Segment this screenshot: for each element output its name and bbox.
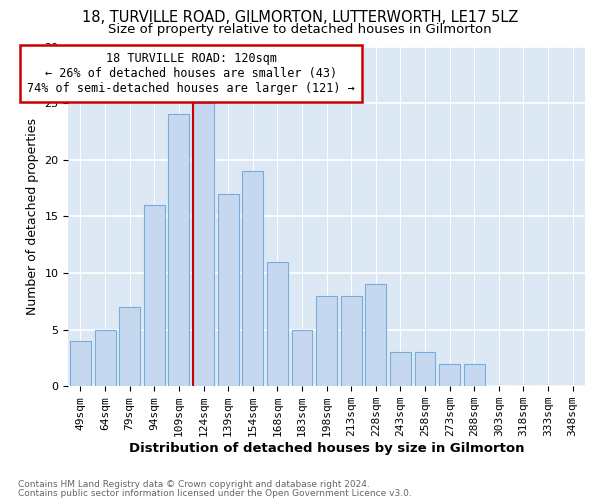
- Bar: [169, 114, 190, 386]
- Y-axis label: Number of detached properties: Number of detached properties: [26, 118, 39, 315]
- Bar: [144, 205, 165, 386]
- Bar: [341, 296, 362, 386]
- Bar: [193, 103, 214, 386]
- Text: Size of property relative to detached houses in Gilmorton: Size of property relative to detached ho…: [108, 22, 492, 36]
- Bar: [218, 194, 239, 386]
- Text: 18 TURVILLE ROAD: 120sqm
← 26% of detached houses are smaller (43)
74% of semi-d: 18 TURVILLE ROAD: 120sqm ← 26% of detach…: [28, 52, 355, 95]
- Bar: [439, 364, 460, 386]
- Bar: [119, 307, 140, 386]
- Text: Contains public sector information licensed under the Open Government Licence v3: Contains public sector information licen…: [18, 488, 412, 498]
- Bar: [242, 171, 263, 386]
- Bar: [365, 284, 386, 386]
- Bar: [464, 364, 485, 386]
- Bar: [95, 330, 116, 386]
- X-axis label: Distribution of detached houses by size in Gilmorton: Distribution of detached houses by size …: [129, 442, 524, 455]
- Text: Contains HM Land Registry data © Crown copyright and database right 2024.: Contains HM Land Registry data © Crown c…: [18, 480, 370, 489]
- Bar: [316, 296, 337, 386]
- Bar: [390, 352, 411, 386]
- Bar: [415, 352, 436, 386]
- Text: 18, TURVILLE ROAD, GILMORTON, LUTTERWORTH, LE17 5LZ: 18, TURVILLE ROAD, GILMORTON, LUTTERWORT…: [82, 10, 518, 25]
- Bar: [70, 341, 91, 386]
- Bar: [292, 330, 313, 386]
- Bar: [267, 262, 288, 386]
